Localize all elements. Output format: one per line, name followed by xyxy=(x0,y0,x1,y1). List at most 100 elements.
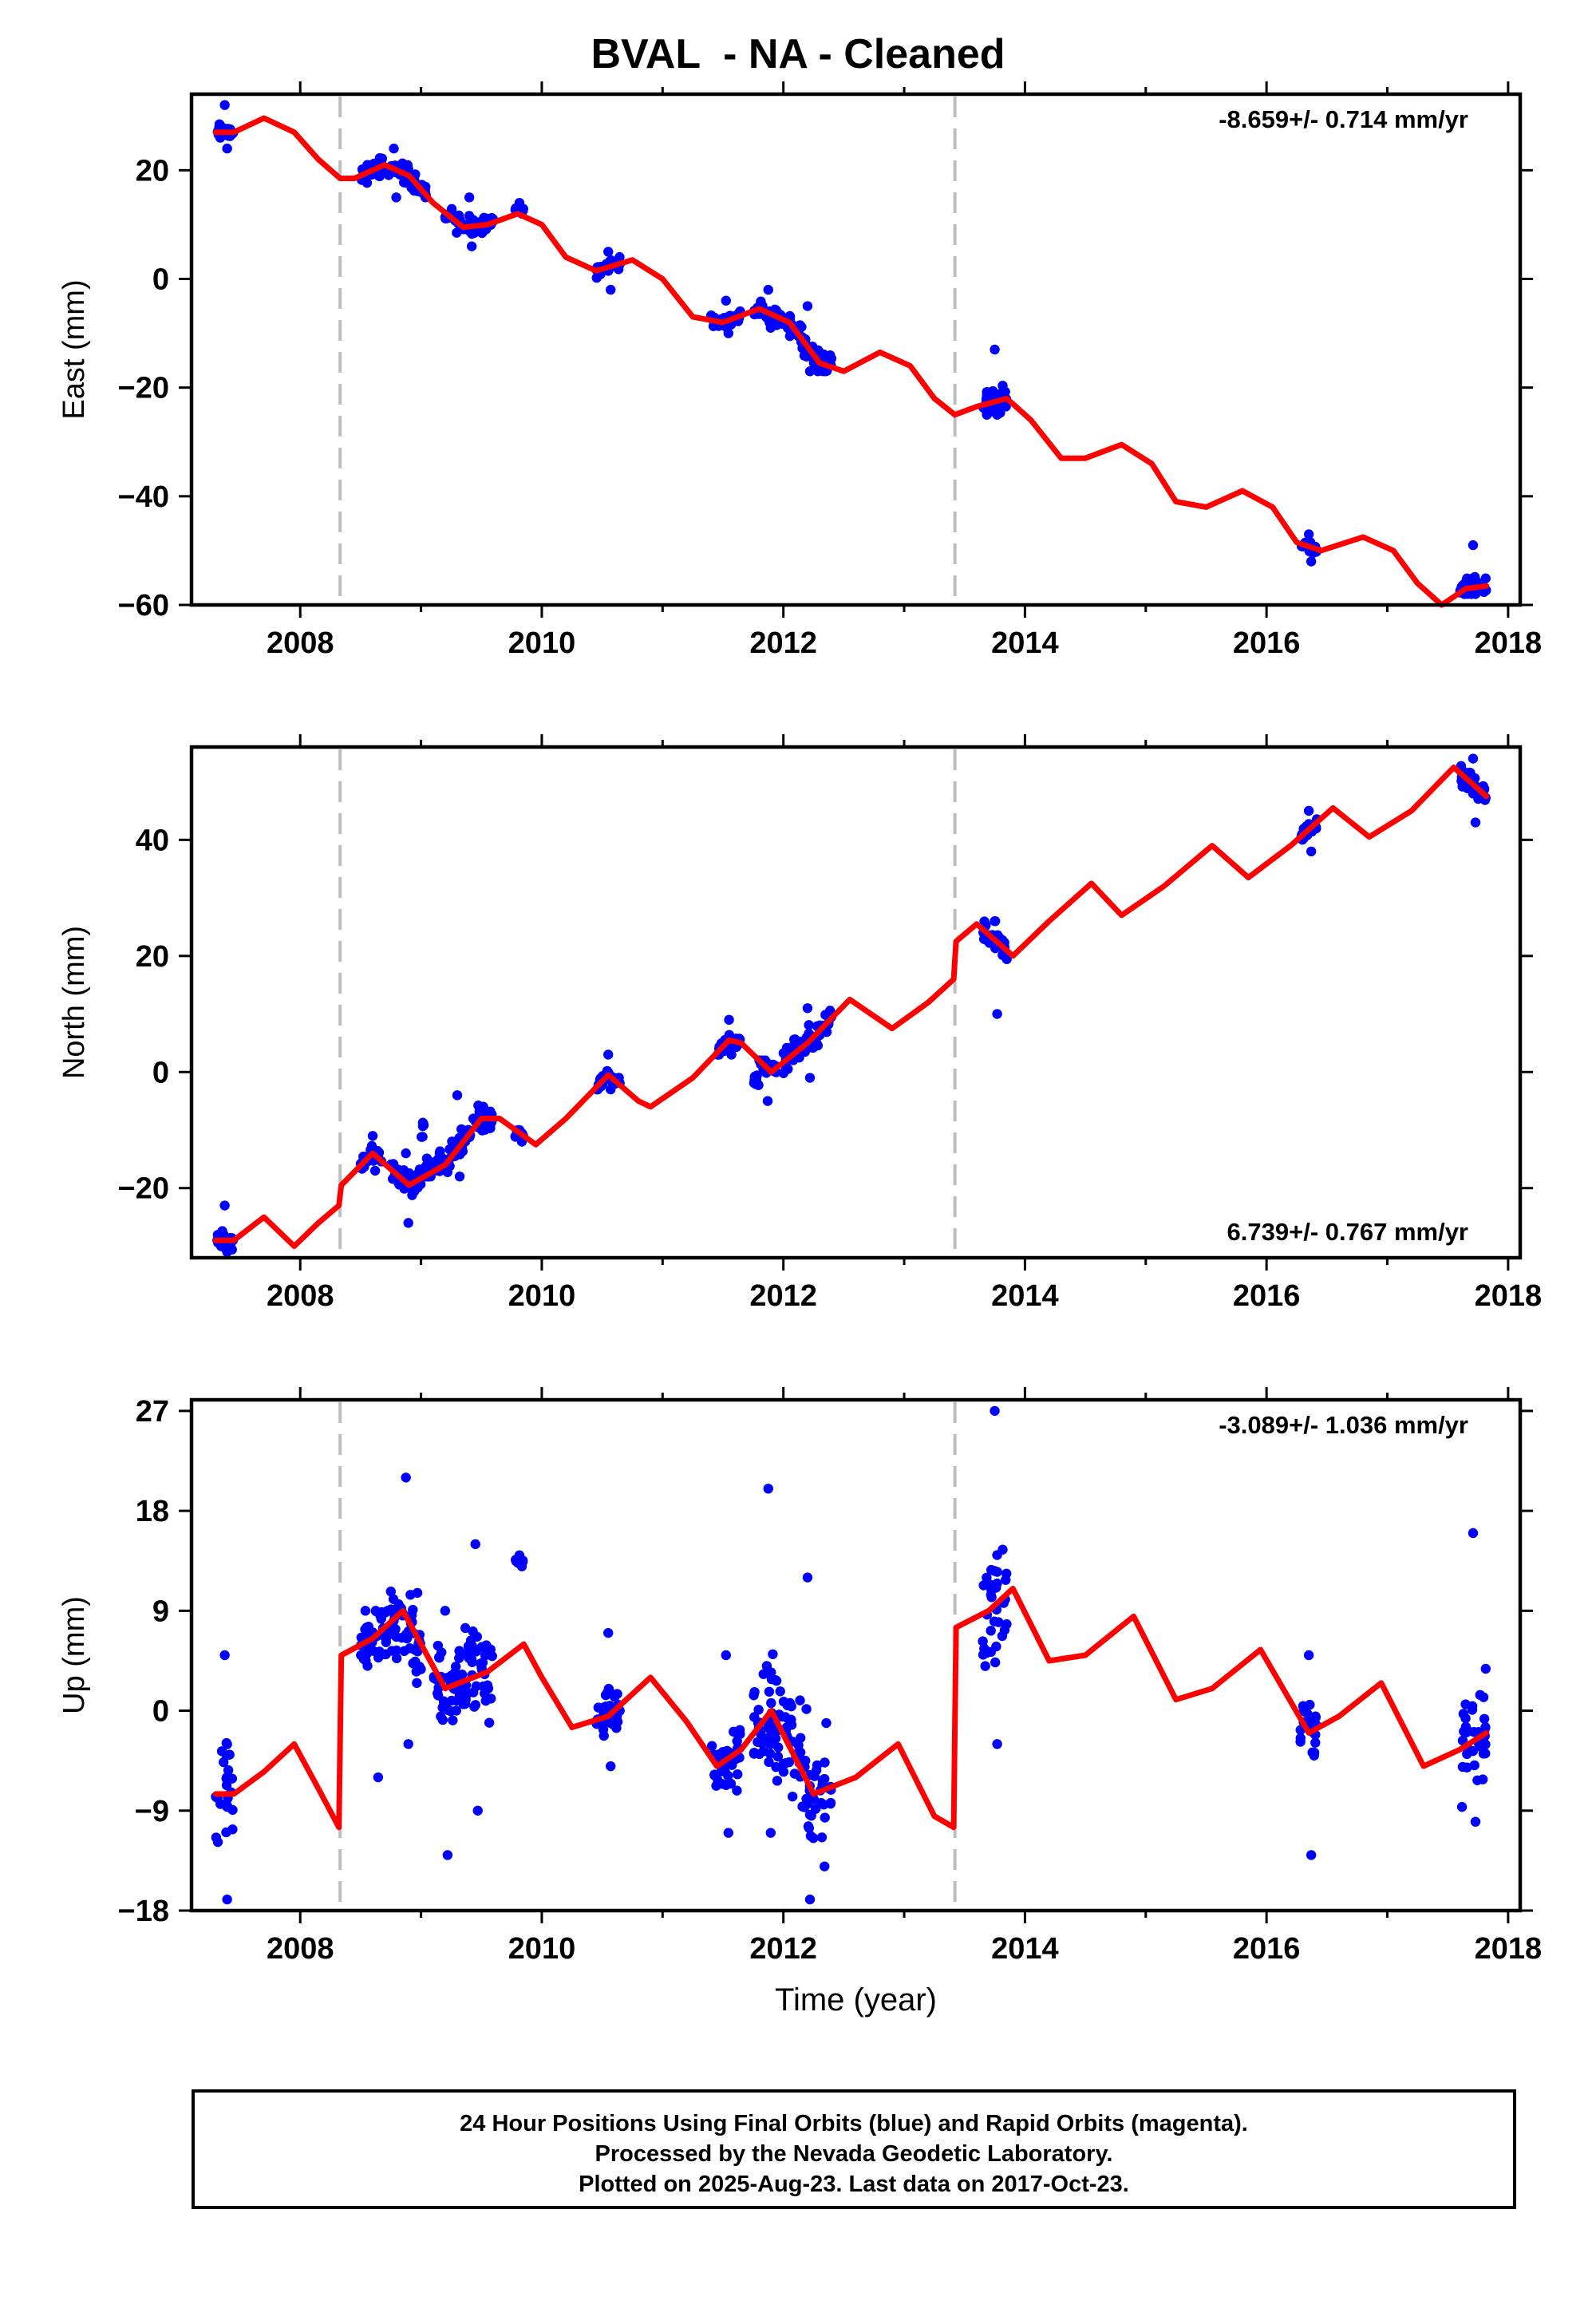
panel3-data-point xyxy=(603,1683,614,1694)
panel3-data-point xyxy=(454,1653,464,1663)
panel3-data-point xyxy=(478,1681,488,1692)
panel3-data-point xyxy=(753,1737,763,1747)
panel3-data-point xyxy=(437,1647,447,1658)
panel3-data-point xyxy=(405,1590,416,1600)
panel3-data-point xyxy=(820,1757,830,1768)
panel1-data-point xyxy=(799,350,810,361)
panel2-data-point xyxy=(724,1014,734,1026)
panel3-data-point xyxy=(765,1828,776,1838)
panel1-data-point xyxy=(603,247,614,257)
panel1-data-point xyxy=(219,100,230,110)
panel3-data-point xyxy=(411,1666,421,1677)
panel3-data-point xyxy=(608,1719,619,1730)
panel3-model-line xyxy=(212,1586,1490,1831)
panel3-data-point xyxy=(603,1627,614,1638)
panel3-data-point xyxy=(978,1650,989,1660)
panel3-data-point xyxy=(795,1733,806,1743)
panel3-data-point xyxy=(723,1828,734,1838)
panel3-data-point xyxy=(227,1824,238,1835)
panel3-data-point xyxy=(440,1606,451,1616)
panel2-x-tick-label: 2010 xyxy=(508,1279,576,1313)
panel3-y-tick-label: 9 xyxy=(152,1595,169,1628)
panel3-data-point xyxy=(385,1586,396,1597)
panel3-data-point xyxy=(1301,1701,1311,1713)
panel3-data-point xyxy=(1480,1663,1491,1674)
panel3-data-point xyxy=(514,1550,525,1560)
panel1-data-point xyxy=(464,192,475,203)
panel3-data-point xyxy=(772,1776,783,1786)
panel2-data-point xyxy=(804,1073,816,1083)
panel3-data-point xyxy=(706,1741,717,1751)
panel3-data-point xyxy=(778,1696,789,1707)
panel3-data-point xyxy=(764,1749,776,1759)
panel3-y-tick-label: 0 xyxy=(152,1695,169,1729)
panel3-data-point xyxy=(999,1625,1010,1635)
panel2-data-point xyxy=(750,1079,761,1089)
panel3-data-point xyxy=(801,1793,812,1804)
panel3-data-point xyxy=(1303,1650,1314,1661)
panel2-data-point xyxy=(1306,846,1317,857)
panel3-data-point xyxy=(768,1649,778,1659)
panel3-y-axis-label: Up (mm) xyxy=(57,1596,91,1714)
panel1-data-point xyxy=(723,328,734,338)
panel2-data-point xyxy=(407,1190,417,1200)
panel2-data-point xyxy=(726,1049,737,1060)
panel2-data-point xyxy=(762,1096,773,1106)
panel3-data-point xyxy=(598,1730,609,1741)
panel2-data-point xyxy=(1473,793,1483,804)
panel2-data-point xyxy=(417,1117,429,1128)
panel1-data-point xyxy=(377,153,388,164)
panel1-data-point xyxy=(1303,529,1314,539)
panel3-data-point xyxy=(1469,1760,1479,1771)
panel1-data-point xyxy=(765,322,776,333)
panel3-data-point xyxy=(223,1765,234,1776)
panel3-data-point xyxy=(597,1721,608,1731)
panel3-data-point xyxy=(709,1770,720,1780)
panel3-data-point xyxy=(1462,1749,1472,1760)
panel3-data-point xyxy=(1468,1727,1479,1737)
panel3-data-point xyxy=(986,1646,996,1658)
panel3-data-point xyxy=(725,1778,737,1789)
panel3-data-point xyxy=(808,1794,820,1804)
panel3-x-tick-label: 2008 xyxy=(267,1932,334,1966)
panel3-data-point xyxy=(463,1688,473,1698)
panel3-data-point xyxy=(221,1737,232,1749)
panel3-data-point xyxy=(990,1405,1000,1417)
panel3-data-point xyxy=(778,1759,789,1769)
panel3-data-point xyxy=(802,1572,813,1583)
panel1-x-tick-label: 2018 xyxy=(1475,626,1543,660)
panel3-data-point xyxy=(804,1809,816,1820)
panel2-x-tick-label: 2018 xyxy=(1475,1279,1543,1313)
panel3-data-point xyxy=(212,1836,223,1848)
panel1-x-tick-label: 2008 xyxy=(267,626,334,660)
panel3-data-point xyxy=(795,1695,805,1705)
panel3-data-point xyxy=(764,1686,775,1697)
panel3-data-point xyxy=(487,1650,497,1662)
panel3-data-point xyxy=(360,1606,371,1616)
panel1-data-point xyxy=(1306,556,1317,567)
panel3-data-point xyxy=(811,1765,822,1776)
panel1-x-tick-label: 2012 xyxy=(749,626,817,660)
panel3-data-point xyxy=(804,1823,815,1833)
panel3-data-point xyxy=(401,1472,411,1483)
panel2-data-point xyxy=(788,1034,800,1045)
panel3-data-point xyxy=(986,1626,996,1636)
panel3-data-point xyxy=(609,1691,620,1702)
panel3-data-point xyxy=(749,1690,759,1701)
panel3-data-point xyxy=(992,1567,1002,1577)
panel3-data-point xyxy=(469,1701,480,1712)
panel2-data-point xyxy=(603,1049,614,1060)
panel2-y-tick-label: 0 xyxy=(152,1056,169,1089)
panel2-velocity-label: 6.739+/- 0.767 mm/yr xyxy=(1227,1218,1468,1246)
panel3-data-point xyxy=(388,1594,399,1604)
panel3-data-point xyxy=(713,1749,724,1760)
panel3-data-point xyxy=(1472,1775,1483,1785)
panel2-data-point xyxy=(219,1200,230,1211)
panel1-y-tick-label: −40 xyxy=(118,480,169,514)
panel3-data-point xyxy=(477,1657,488,1668)
panel3-data-point xyxy=(472,1805,483,1816)
panel1-y-tick-label: 20 xyxy=(136,154,169,188)
panel1-data-point xyxy=(466,241,477,251)
panel3-data-point xyxy=(808,1833,819,1844)
